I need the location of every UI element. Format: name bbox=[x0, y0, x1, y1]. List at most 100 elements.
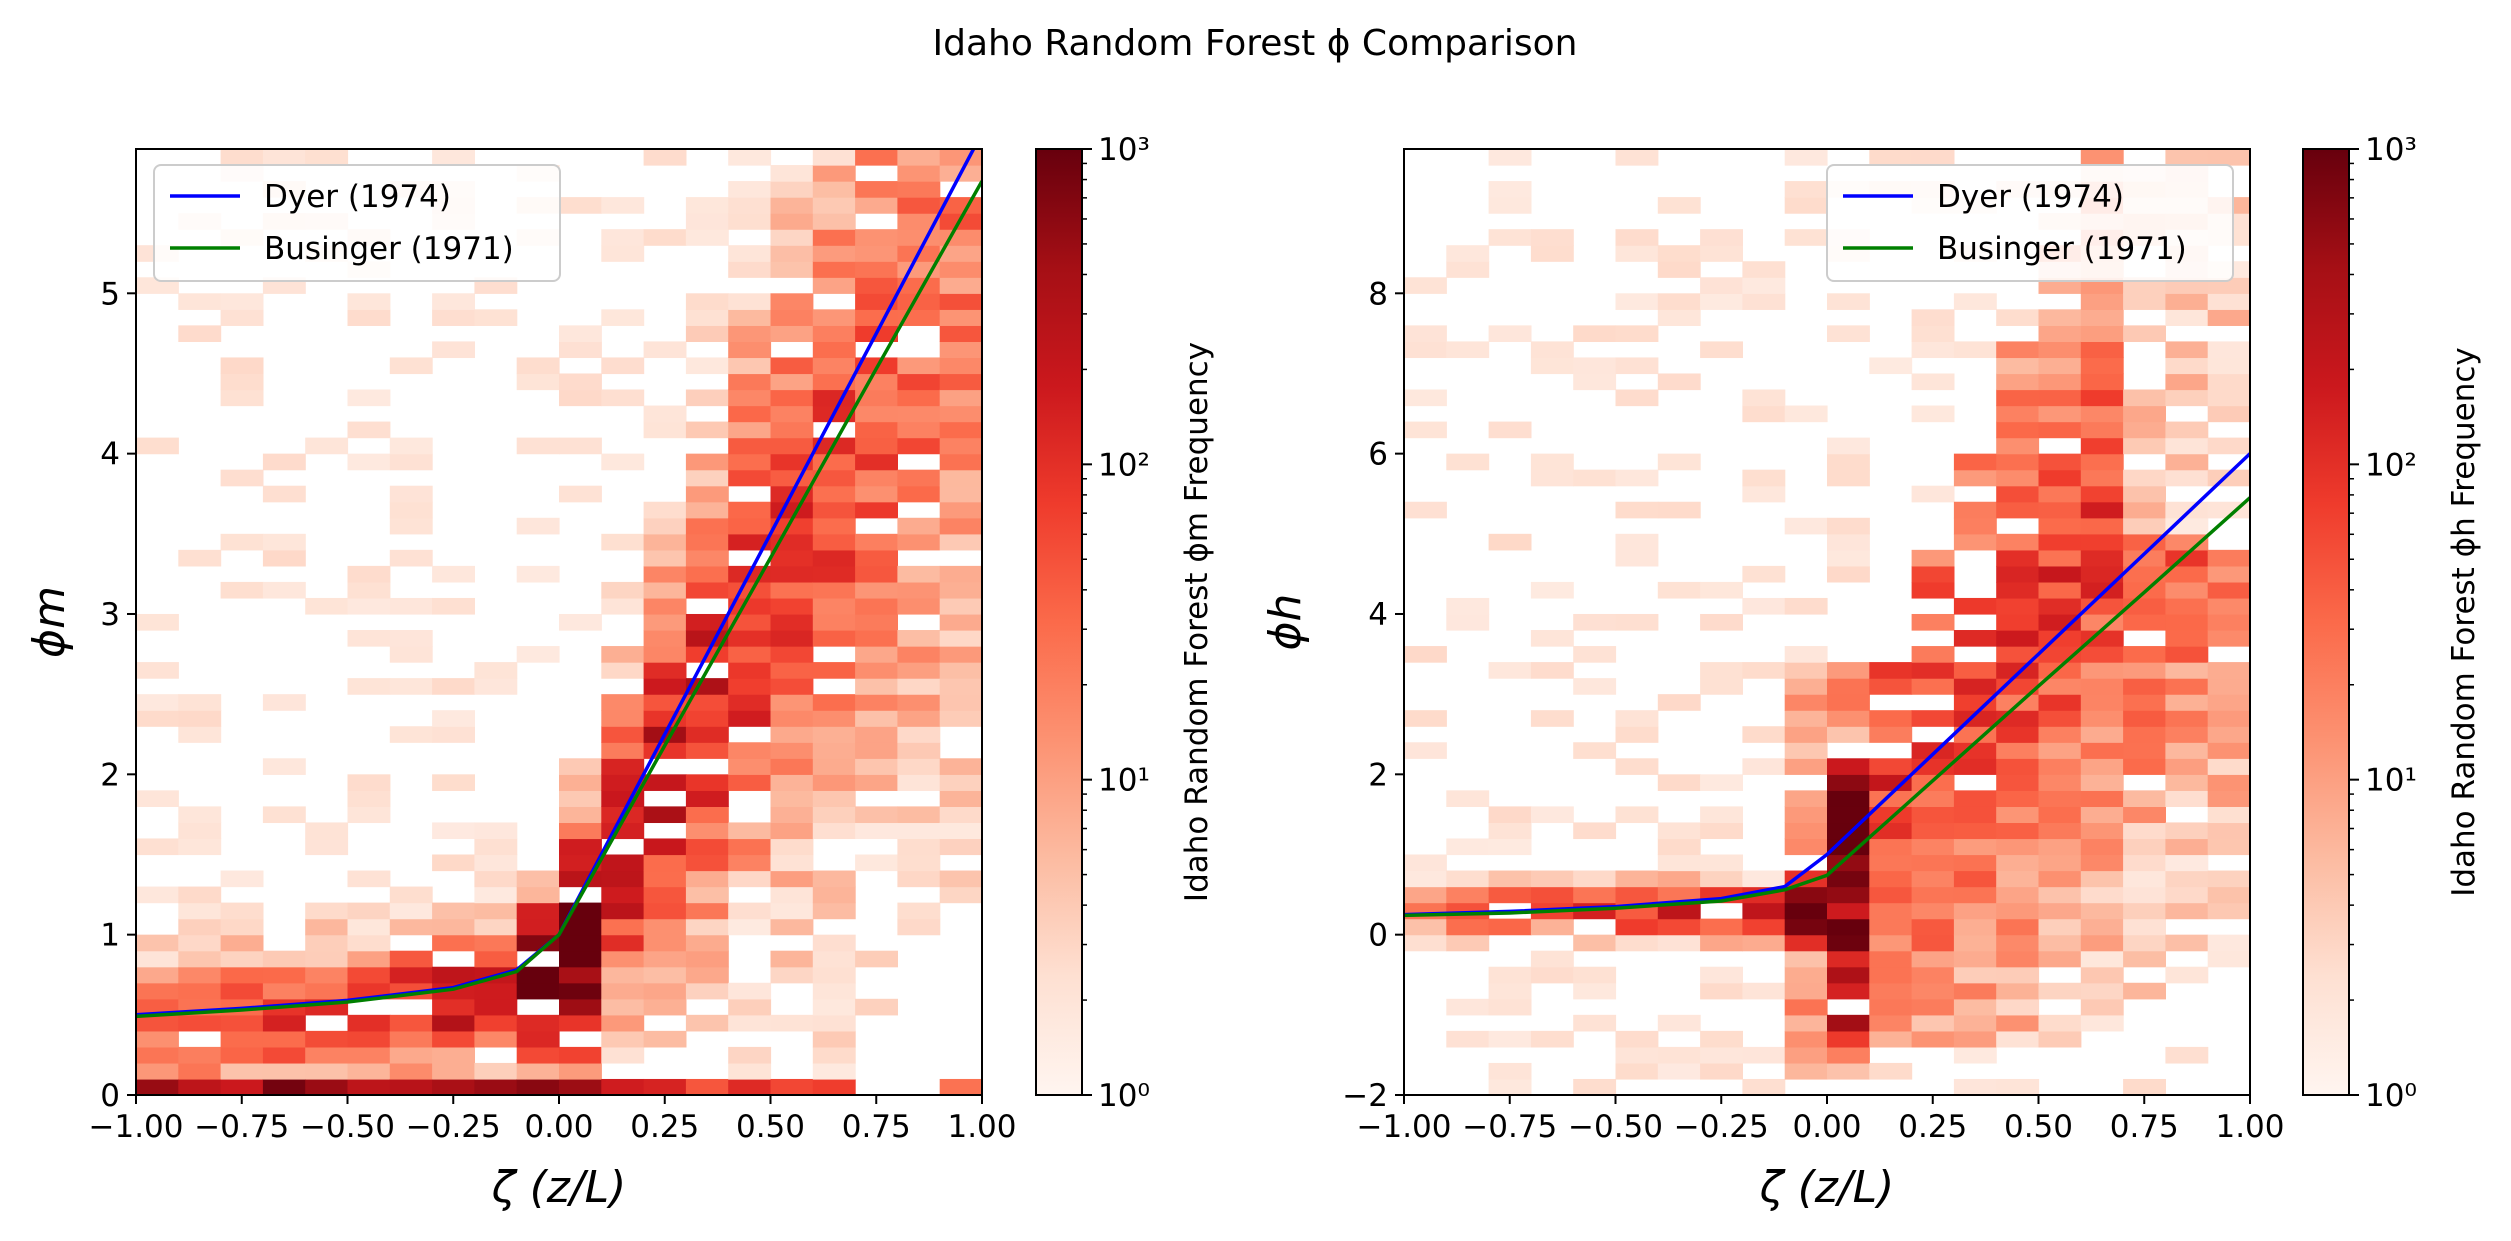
heatmap-cell bbox=[262, 149, 306, 166]
heatmap-cell bbox=[2165, 710, 2209, 727]
heatmap-cell bbox=[643, 630, 687, 647]
heatmap-cell bbox=[1700, 774, 1743, 791]
heatmap-cell bbox=[643, 533, 687, 551]
heatmap-cell bbox=[1657, 902, 1701, 920]
heatmap-cell bbox=[389, 517, 433, 535]
heatmap-cell bbox=[516, 1062, 560, 1080]
x-tick-label: 0.75 bbox=[2110, 1109, 2179, 1145]
heatmap-cell bbox=[685, 485, 729, 503]
heatmap-cell bbox=[1784, 405, 1828, 423]
heatmap-cell bbox=[685, 870, 729, 888]
heatmap-cell bbox=[1573, 613, 1617, 631]
heatmap-cell bbox=[812, 565, 856, 583]
heatmap-cell bbox=[1911, 341, 1955, 359]
heatmap-cell bbox=[812, 662, 856, 679]
heatmap-cell bbox=[2207, 581, 2250, 599]
heatmap-cell bbox=[812, 213, 856, 230]
heatmap-cell bbox=[178, 1046, 222, 1064]
heatmap-cell bbox=[812, 694, 856, 711]
heatmap-cell bbox=[389, 630, 433, 647]
heatmap-cell bbox=[432, 678, 475, 695]
heatmap-cell bbox=[1996, 1030, 2040, 1048]
heatmap-cell bbox=[770, 774, 814, 791]
heatmap-cell bbox=[516, 565, 560, 583]
heatmap-cell bbox=[685, 822, 729, 840]
heatmap-cell bbox=[728, 870, 772, 888]
heatmap-cell bbox=[516, 982, 560, 1000]
heatmap-cell bbox=[2207, 613, 2250, 631]
heatmap-cell bbox=[939, 437, 982, 455]
heatmap-cell bbox=[389, 950, 433, 968]
heatmap-cell bbox=[812, 389, 856, 407]
heatmap-cell bbox=[812, 886, 856, 904]
x-tick-label: −0.50 bbox=[300, 1109, 395, 1145]
heatmap-cell bbox=[2207, 549, 2250, 567]
heatmap-cell bbox=[432, 822, 475, 840]
heatmap-cell bbox=[1615, 501, 1659, 519]
heatmap-cell bbox=[305, 1078, 349, 1095]
heatmap-cell bbox=[728, 309, 772, 326]
heatmap-cell bbox=[897, 806, 941, 824]
heatmap-cell bbox=[1911, 373, 1955, 391]
heatmap-cell bbox=[685, 501, 729, 519]
heatmap-cell bbox=[812, 309, 856, 326]
heatmap-cell bbox=[474, 918, 518, 936]
heatmap-cell bbox=[1784, 229, 1828, 246]
heatmap-cell bbox=[855, 261, 898, 278]
heatmap-cell bbox=[559, 197, 602, 214]
heatmap-cell bbox=[770, 389, 814, 407]
heatmap-cell bbox=[389, 501, 433, 519]
heatmap-cell bbox=[1827, 533, 1870, 551]
heatmap-cell bbox=[2123, 742, 2166, 759]
heatmap-cell bbox=[1827, 790, 1870, 807]
y-tick-label: 0 bbox=[1368, 918, 1388, 954]
heatmap-cell bbox=[939, 325, 982, 343]
heatmap-cell bbox=[770, 293, 814, 310]
heatmap-cell bbox=[770, 950, 814, 968]
heatmap-cell bbox=[812, 870, 856, 888]
heatmap-cell bbox=[939, 630, 982, 647]
heatmap-cell bbox=[1953, 341, 1997, 359]
heatmap-cell bbox=[1827, 774, 1870, 791]
heatmap-cell bbox=[1530, 469, 1574, 487]
heatmap-cell bbox=[1869, 870, 1913, 888]
heatmap-cell bbox=[1911, 662, 1955, 679]
heatmap-cell bbox=[643, 902, 687, 920]
heatmap-cell bbox=[2038, 662, 2082, 679]
heatmap-cell bbox=[2123, 517, 2166, 535]
right-colorbar-label: Idaho Random Forest ϕh Frequency bbox=[2446, 347, 2482, 897]
heatmap-cell bbox=[1784, 1030, 1828, 1048]
heatmap-cell bbox=[432, 341, 475, 359]
heatmap-cell bbox=[347, 581, 391, 599]
heatmap-cell bbox=[2123, 902, 2166, 920]
heatmap-cell bbox=[2080, 630, 2124, 647]
heatmap-cell bbox=[432, 1046, 475, 1064]
heatmap-cell bbox=[897, 726, 941, 743]
heatmap-cell bbox=[1573, 646, 1617, 663]
heatmap-cell bbox=[2165, 565, 2209, 583]
heatmap-cell bbox=[1404, 325, 1447, 343]
heatmap-cell bbox=[601, 774, 645, 791]
right-colorbar-gradient bbox=[2302, 148, 2350, 1096]
heatmap-cell bbox=[1996, 341, 2040, 359]
heatmap-cell bbox=[474, 998, 518, 1016]
heatmap-cell bbox=[2123, 662, 2166, 679]
right-x-axis-label: ζ (z/L) bbox=[1759, 1162, 1895, 1213]
heatmap-cell bbox=[1953, 678, 1997, 695]
heatmap-cell bbox=[2207, 630, 2250, 647]
heatmap-cell bbox=[2207, 309, 2250, 326]
heatmap-cell bbox=[2165, 453, 2209, 471]
heatmap-cell bbox=[2038, 485, 2082, 503]
figure-title: Idaho Random Forest ϕ Comparison bbox=[933, 23, 1578, 64]
heatmap-cell bbox=[262, 950, 306, 968]
y-tick-label: 3 bbox=[100, 597, 120, 633]
heatmap-cell bbox=[136, 1062, 179, 1080]
heatmap-cell bbox=[305, 902, 349, 920]
heatmap-cell bbox=[770, 501, 814, 519]
heatmap-cell bbox=[1784, 966, 1828, 984]
heatmap-cell bbox=[136, 662, 179, 679]
heatmap-cell bbox=[939, 678, 982, 695]
heatmap-cell bbox=[728, 261, 772, 278]
heatmap-cell bbox=[1911, 838, 1955, 856]
heatmap-cell bbox=[2123, 870, 2166, 888]
